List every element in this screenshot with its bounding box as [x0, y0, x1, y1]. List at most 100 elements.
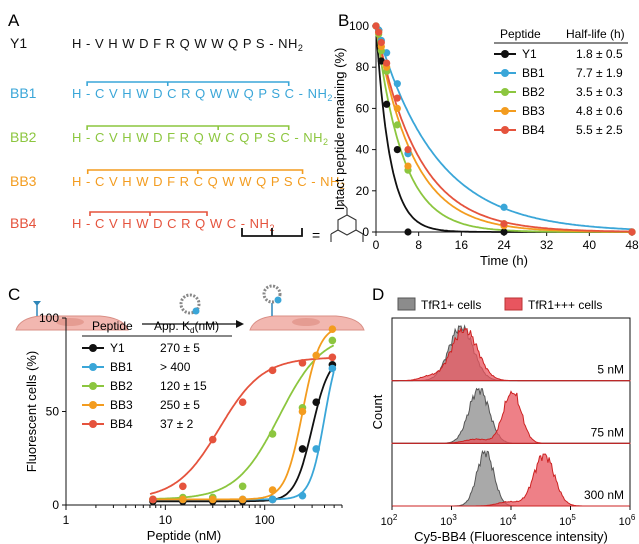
x-tick-label: 106	[619, 513, 636, 528]
histogram-tfr1-low	[391, 324, 631, 382]
subpanel-label: 75 nM	[591, 425, 624, 439]
x-tick-label: 16	[455, 238, 469, 252]
data-point-y1	[312, 398, 321, 406]
x-tick-label: 10	[159, 513, 173, 527]
legend-halflife-bb4: 5.5 ± 2.5	[576, 123, 623, 137]
legend-label-bb3: BB3	[522, 104, 545, 118]
data-point-bb4	[208, 435, 217, 444]
data-point-bb1	[393, 80, 401, 88]
legend-label-bb3: BB3	[110, 398, 133, 412]
peptide-sequence-bb3: H - C V H W D F R C Q W W Q P S C - NH2	[72, 174, 345, 191]
y-tick-label: 100	[349, 19, 369, 33]
data-point-y1	[404, 228, 412, 236]
subpanel-label: 5 nM	[597, 363, 624, 377]
legend-label-y1: Y1	[522, 47, 537, 61]
data-point-bb4	[393, 94, 401, 102]
panel-c-binding-chart: 1 10 100 0 50 100 Peptide (nM) Fluorescent cell…	[24, 311, 343, 543]
y-axis-label: Intact peptide remaining (%)	[332, 48, 347, 211]
peptide-name-bb1: BB1	[10, 85, 37, 101]
y-tick-label: 0	[362, 225, 369, 239]
legend-marker-bb2	[89, 382, 97, 390]
cell-binding-illustration	[15, 284, 365, 331]
legend-label-bb1: BB1	[522, 66, 545, 80]
data-point-y1	[298, 445, 307, 453]
legend-swatch-tfr1-low	[397, 297, 416, 311]
data-point-y1	[500, 228, 508, 236]
peptide-sequence-bb4: H - C V H W D C R Q W C - NH2	[72, 216, 275, 233]
histogram-tfr1-high	[392, 453, 630, 507]
legend-halflife-y1: 1.8 ± 0.5	[576, 47, 623, 61]
panel-d-flow-histograms: TfR1+ cells TfR1+++ cells 5 nM 75 nM 300 nM 1…	[370, 297, 636, 544]
y-axis-label: Fluorescent cells (%)	[24, 351, 39, 472]
linker-bracket-bb1	[86, 81, 290, 86]
data-point-bb3	[208, 495, 217, 504]
histogram-tfr1-high	[391, 390, 631, 444]
legend-marker-bb1	[501, 69, 509, 77]
data-point-bb3	[298, 407, 307, 416]
legend-marker-bb2	[501, 88, 509, 96]
tbmb-structure-icon	[330, 201, 364, 242]
legend-label-tfr1-high: TfR1+++ cells	[528, 298, 602, 312]
x-tick-label: 24	[497, 238, 511, 252]
x-tick-label: 32	[540, 238, 554, 252]
legend-header-halflife: Half-life (h)	[566, 27, 625, 41]
x-tick-label: 48	[625, 238, 639, 252]
legend-label-tfr1-low: TfR1+ cells	[421, 298, 481, 312]
y-tick-label: 0	[52, 498, 59, 512]
legend-marker-bb4	[89, 420, 97, 428]
panel-letter-a: A	[8, 11, 20, 30]
y-tick-label: 20	[356, 184, 370, 198]
peptide-name-y1: Y1	[10, 35, 27, 51]
data-point-bb3	[238, 495, 247, 504]
linker-bracket-bb3	[86, 169, 304, 174]
data-point-bb2	[238, 482, 247, 491]
legend-kd-bb1: > 400	[160, 360, 191, 374]
x-axis-label: Cy5-BB4 (Fluorescence intensity)	[414, 529, 608, 544]
x-tick-label: 102	[381, 513, 398, 528]
peptide-name-bb4: BB4	[10, 215, 37, 231]
linker-bracket-bb2	[86, 125, 290, 130]
panel-a-sequences: Y1 H - V H W D F R Q W W Q P S - NH2 BB1 H …	[10, 35, 345, 233]
x-axis-label: Time (h)	[480, 253, 528, 268]
panel-letter-d: D	[372, 285, 384, 304]
legend-label-bb2: BB2	[110, 379, 133, 393]
legend-halflife-bb3: 4.8 ± 0.6	[576, 104, 623, 118]
data-point-bb3	[268, 486, 277, 494]
data-point-bb4	[377, 38, 385, 47]
y-tick-label: 50	[46, 405, 60, 419]
data-point-bb1	[328, 364, 337, 373]
x-tick-label: 105	[559, 513, 576, 528]
x-tick-label: 40	[583, 238, 597, 252]
legend-label-bb4: BB4	[110, 417, 133, 431]
legend-swatch-tfr1-high	[504, 297, 523, 311]
panel-letter-c: C	[8, 285, 20, 304]
legend-kd-y1: 270 ± 5	[160, 341, 200, 355]
data-point-bb1	[298, 491, 307, 500]
linker-equals: =	[312, 227, 320, 243]
legend-label-bb2: BB2	[522, 85, 545, 99]
data-point-bb1	[268, 495, 277, 504]
legend-marker-bb3	[501, 107, 509, 115]
data-point-bb4	[372, 22, 380, 30]
legend-halflife-bb2: 3.5 ± 0.3	[576, 85, 623, 99]
linker-symbol: =	[241, 227, 320, 243]
legend-marker-bb1	[89, 363, 97, 371]
legend-label-bb1: BB1	[110, 360, 133, 374]
y-tick-label: 80	[356, 60, 370, 74]
data-point-y1	[383, 100, 391, 108]
data-point-bb3	[328, 325, 337, 334]
legend-marker-bb4	[501, 126, 509, 134]
y-tick-label: 60	[356, 101, 370, 115]
data-point-bb2	[393, 121, 401, 129]
peptide-sequence-bb1: H - C V H W D C R Q W W Q P S C - NH2	[72, 86, 333, 103]
data-point-bb4	[383, 59, 391, 67]
data-point-bb4	[500, 220, 508, 228]
legend-kd-bb4: 37 ± 2	[160, 417, 194, 431]
data-point-bb1	[312, 445, 321, 453]
data-point-bb3	[393, 104, 401, 112]
data-point-bb4	[268, 366, 277, 375]
legend-halflife-bb1: 7.7 ± 1.9	[576, 66, 623, 80]
legend-marker-bb3	[89, 401, 97, 409]
legend-header-peptide: Peptide	[500, 27, 541, 41]
